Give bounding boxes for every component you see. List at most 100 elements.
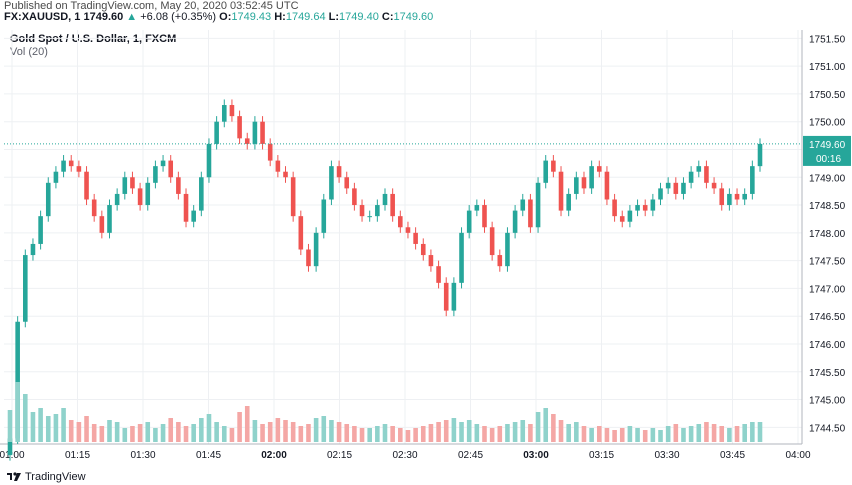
tradingview-brand[interactable]: TradingView bbox=[6, 471, 86, 483]
candle-body bbox=[581, 177, 587, 189]
volume-bar bbox=[283, 420, 288, 442]
candle-body bbox=[466, 210, 472, 233]
volume-bar bbox=[183, 426, 189, 442]
candle-body bbox=[168, 160, 174, 178]
candle-body bbox=[176, 177, 181, 194]
volume-bar bbox=[199, 418, 204, 442]
volume-bar bbox=[221, 426, 227, 442]
candle-body bbox=[68, 160, 74, 167]
candle-body bbox=[497, 255, 503, 267]
candle-body bbox=[53, 171, 59, 183]
candle-body bbox=[38, 216, 43, 244]
x-tick-label: 02:15 bbox=[327, 450, 352, 461]
last-price: 1749.60 bbox=[83, 11, 124, 23]
volume-bar bbox=[84, 416, 89, 442]
volume-bar bbox=[474, 424, 480, 442]
candle-body bbox=[306, 249, 311, 267]
candle-body bbox=[627, 210, 633, 222]
volume-bar bbox=[61, 408, 66, 442]
candle-body bbox=[757, 143, 763, 167]
price-chart[interactable]: 1744.50 1745.00 1745.50 1746.00 1746.50 1747.… bbox=[0, 30, 852, 485]
volume-bar bbox=[627, 426, 633, 442]
chart-title: Gold Spot / U.S. Dollar, 1, FXCM bbox=[10, 33, 177, 45]
candle-body bbox=[214, 121, 219, 144]
open-value: 1749.43 bbox=[231, 11, 272, 23]
volume-bar bbox=[191, 424, 196, 442]
volume-bar bbox=[114, 422, 120, 442]
volume-bar bbox=[122, 428, 128, 442]
brand-label: TradingView bbox=[25, 471, 86, 483]
candle-body bbox=[520, 199, 526, 211]
volume-bar bbox=[650, 428, 656, 442]
volume-bar bbox=[719, 426, 725, 442]
volume-bar bbox=[260, 424, 265, 442]
y-tick-label: 1745.50 bbox=[809, 368, 846, 379]
y-tick-label: 1746.00 bbox=[809, 340, 846, 351]
volume-bar bbox=[344, 424, 350, 442]
volume-bar bbox=[252, 420, 258, 442]
volume-bar bbox=[38, 408, 43, 442]
candle-body bbox=[122, 177, 128, 194]
candle-body bbox=[290, 177, 296, 217]
price-tag-value: 1749.60 bbox=[809, 140, 846, 151]
volume-bar bbox=[298, 426, 304, 442]
candle-body bbox=[665, 182, 671, 189]
volume-bar bbox=[428, 424, 434, 442]
candle-body bbox=[405, 227, 411, 233]
y-tick-label: 1748.00 bbox=[809, 229, 846, 240]
volume-bar bbox=[267, 422, 273, 442]
candle-body bbox=[160, 160, 166, 167]
volume-bar bbox=[214, 422, 219, 442]
candle-body bbox=[398, 216, 403, 228]
volume-bar bbox=[512, 422, 518, 442]
candle-body bbox=[206, 143, 212, 178]
publish-info: Published on TradingView.com, May 20, 20… bbox=[4, 0, 299, 12]
volume-bar bbox=[535, 412, 541, 442]
candle-body bbox=[130, 177, 135, 189]
candle-body bbox=[704, 166, 709, 183]
volume-bar bbox=[45, 416, 51, 442]
candle-body bbox=[321, 199, 327, 233]
candle-body bbox=[420, 243, 426, 256]
candle-body bbox=[673, 182, 679, 194]
candle-body bbox=[375, 205, 380, 217]
volume-bar bbox=[466, 420, 472, 442]
volume-bar bbox=[168, 418, 174, 442]
candle-body bbox=[727, 193, 732, 206]
x-tick-label: 01:15 bbox=[65, 450, 90, 461]
candle-body bbox=[750, 166, 755, 194]
volume-bar bbox=[604, 428, 610, 442]
x-tick-label: 02:30 bbox=[392, 450, 417, 461]
candle-body bbox=[352, 188, 357, 206]
volume-bar bbox=[482, 426, 487, 442]
quote-line: FX:XAUUSD, 1 1749.60 ▲ +6.08 (+0.35%) O:… bbox=[4, 11, 433, 23]
candle-body bbox=[505, 232, 510, 267]
candle-body bbox=[91, 199, 97, 217]
volume-bar bbox=[176, 422, 181, 442]
close-label: C: bbox=[381, 11, 394, 23]
x-tick-label: 02:00 bbox=[261, 450, 287, 461]
candle-body bbox=[428, 255, 434, 267]
candle-body bbox=[681, 182, 686, 194]
candle-body bbox=[459, 232, 464, 283]
volume-bar bbox=[619, 428, 625, 442]
candle-body bbox=[183, 193, 189, 222]
y-tick-label: 1748.50 bbox=[809, 201, 846, 212]
volume-bar bbox=[290, 422, 296, 442]
x-tick-label: 01:00 bbox=[0, 450, 25, 461]
candle-body bbox=[413, 232, 418, 244]
volume-bar bbox=[543, 408, 549, 442]
candle-body bbox=[275, 160, 281, 172]
close-value: 1749.60 bbox=[393, 11, 434, 23]
open-label: O: bbox=[219, 11, 232, 23]
candle-body bbox=[237, 116, 242, 139]
candle-body bbox=[719, 188, 725, 206]
candle-body bbox=[528, 199, 533, 228]
price-change: +6.08 (+0.35%) bbox=[140, 11, 217, 23]
volume-bar bbox=[160, 424, 166, 442]
volume-bar bbox=[398, 428, 403, 442]
volume-bar bbox=[574, 422, 579, 442]
volume-bar bbox=[489, 428, 495, 442]
volume-bar bbox=[589, 428, 594, 442]
volume-bar bbox=[7, 410, 13, 442]
